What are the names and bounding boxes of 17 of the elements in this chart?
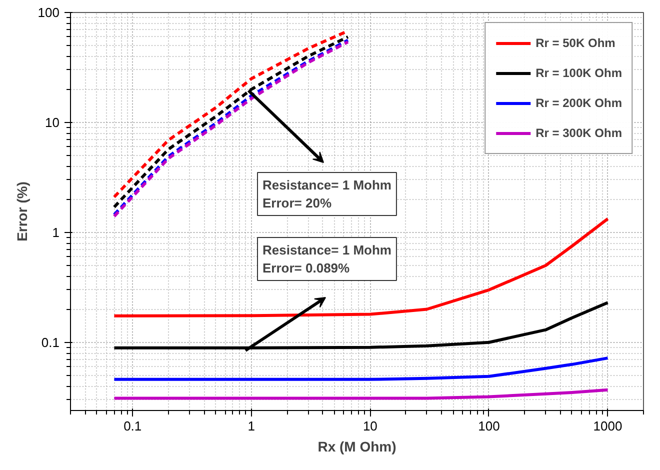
x-tick-label: 0.1: [124, 418, 142, 434]
y-axis-title: Error (%): [14, 182, 30, 242]
y-tick-label: 10: [45, 114, 60, 130]
y-tick-label: 100: [38, 5, 60, 20]
legend-label: Rr = 50K Ohm: [536, 36, 616, 50]
y-tick-label: 1: [52, 224, 60, 240]
legend-label: Rr = 200K Ohm: [536, 96, 622, 110]
x-tick-label: 1: [248, 418, 256, 434]
x-tick-label: 10: [362, 418, 378, 434]
x-axis-title: Rx (M Ohm): [318, 438, 396, 454]
x-tick-label: 1000: [593, 418, 622, 434]
legend-label: Rr = 300K Ohm: [536, 126, 622, 140]
y-tick-label: 0.1: [41, 334, 60, 350]
x-tick-label: 100: [478, 418, 500, 434]
legend-label: Rr = 100K Ohm: [536, 66, 622, 80]
annotation: Resistance= 1 Mohm Error= 0.089%: [262, 242, 392, 276]
annotation: Resistance= 1 Mohm Error= 20%: [262, 178, 392, 210]
